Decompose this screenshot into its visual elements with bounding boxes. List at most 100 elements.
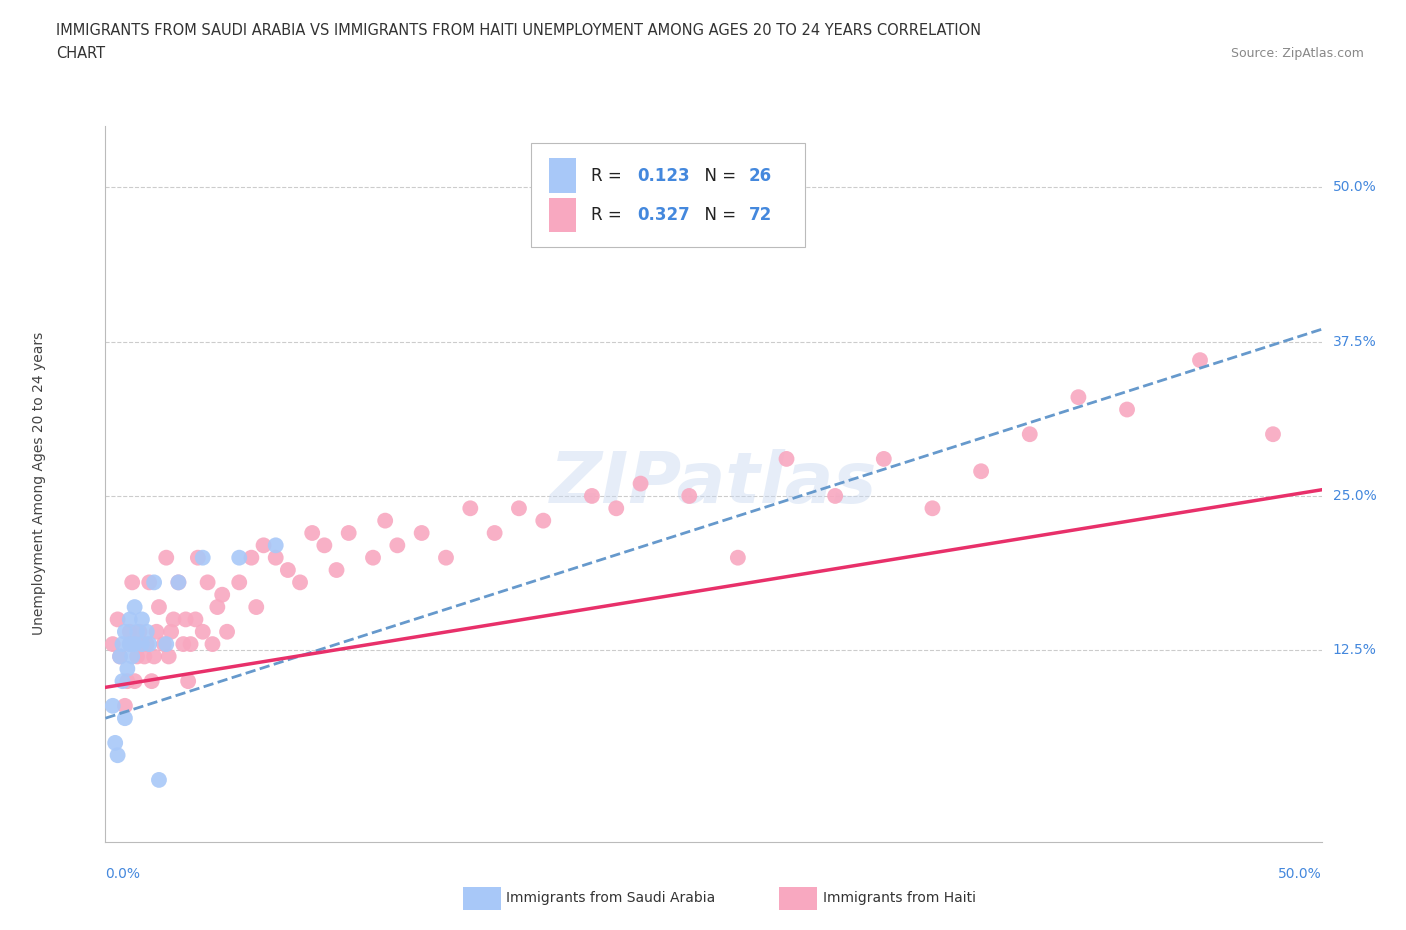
Point xyxy=(107,612,129,627)
Point xyxy=(1018,427,1040,442)
Point xyxy=(114,698,136,713)
Text: 72: 72 xyxy=(749,206,772,224)
Point xyxy=(678,488,700,503)
Point xyxy=(124,600,146,615)
Point xyxy=(117,661,139,676)
Text: 50.0%: 50.0% xyxy=(1333,180,1376,194)
Point xyxy=(484,525,506,540)
Text: 50.0%: 50.0% xyxy=(1278,867,1322,881)
Point xyxy=(121,649,143,664)
Point xyxy=(581,488,603,503)
Point xyxy=(228,575,250,590)
Point xyxy=(157,649,180,664)
Point xyxy=(434,551,457,565)
Text: R =: R = xyxy=(591,206,627,224)
Point xyxy=(131,612,153,627)
Text: N =: N = xyxy=(695,166,741,185)
Text: 0.123: 0.123 xyxy=(637,166,689,185)
Point xyxy=(108,649,131,664)
Point xyxy=(118,637,141,652)
Text: CHART: CHART xyxy=(56,46,105,61)
Point xyxy=(111,673,134,688)
Text: N =: N = xyxy=(695,206,741,224)
Point xyxy=(125,649,148,664)
Point xyxy=(148,600,170,615)
Point xyxy=(873,451,896,466)
Point xyxy=(131,637,153,652)
Point xyxy=(387,538,409,552)
Bar xyxy=(550,198,576,232)
Point xyxy=(138,575,160,590)
Point xyxy=(264,551,287,565)
Point xyxy=(605,501,627,516)
Point xyxy=(138,637,160,652)
Point xyxy=(824,488,846,503)
Point xyxy=(107,748,129,763)
Point xyxy=(135,637,157,652)
Point xyxy=(167,575,190,590)
Point xyxy=(277,563,299,578)
Text: IMMIGRANTS FROM SAUDI ARABIA VS IMMIGRANTS FROM HAITI UNEMPLOYMENT AMONG AGES 20: IMMIGRANTS FROM SAUDI ARABIA VS IMMIGRAN… xyxy=(56,23,981,38)
Point xyxy=(177,673,200,688)
Point xyxy=(211,587,233,602)
Point xyxy=(1067,390,1090,405)
Text: 26: 26 xyxy=(749,166,772,185)
Bar xyxy=(550,158,576,193)
Point xyxy=(131,637,153,652)
Point xyxy=(337,525,360,540)
Point xyxy=(121,575,143,590)
Point xyxy=(630,476,652,491)
Point xyxy=(264,538,287,552)
Point xyxy=(1116,402,1139,417)
Point xyxy=(727,551,749,565)
Text: 0.0%: 0.0% xyxy=(105,867,141,881)
Point xyxy=(111,637,134,652)
Point xyxy=(361,551,384,565)
Point xyxy=(160,624,183,639)
Point xyxy=(191,624,214,639)
Point xyxy=(325,563,347,578)
FancyBboxPatch shape xyxy=(531,143,804,247)
Text: ZIPatlas: ZIPatlas xyxy=(550,449,877,518)
Point xyxy=(153,637,176,652)
Point xyxy=(101,698,124,713)
Point xyxy=(114,711,136,725)
Point xyxy=(155,551,177,565)
Point xyxy=(531,513,554,528)
Point xyxy=(114,624,136,639)
Point xyxy=(252,538,274,552)
Point xyxy=(148,773,170,788)
Point xyxy=(207,600,229,615)
Point xyxy=(172,637,194,652)
Text: Immigrants from Saudi Arabia: Immigrants from Saudi Arabia xyxy=(506,891,716,906)
Point xyxy=(301,525,323,540)
Text: Immigrants from Haiti: Immigrants from Haiti xyxy=(823,891,976,906)
Point xyxy=(124,637,146,652)
Text: Source: ZipAtlas.com: Source: ZipAtlas.com xyxy=(1230,46,1364,60)
Point xyxy=(775,451,797,466)
Point xyxy=(143,575,166,590)
Text: 0.327: 0.327 xyxy=(637,206,690,224)
Point xyxy=(125,624,148,639)
Point xyxy=(921,501,943,516)
Point xyxy=(143,649,166,664)
Point xyxy=(197,575,219,590)
Point xyxy=(145,624,167,639)
Point xyxy=(155,637,177,652)
Point xyxy=(118,624,141,639)
Point xyxy=(174,612,197,627)
Point xyxy=(508,501,530,516)
Point xyxy=(187,551,209,565)
Point xyxy=(458,501,481,516)
Point xyxy=(118,637,141,652)
Point xyxy=(118,612,141,627)
Text: R =: R = xyxy=(591,166,627,185)
Point xyxy=(240,551,263,565)
Point xyxy=(104,736,127,751)
Text: Unemployment Among Ages 20 to 24 years: Unemployment Among Ages 20 to 24 years xyxy=(31,332,45,635)
Text: 12.5%: 12.5% xyxy=(1333,644,1376,658)
Point xyxy=(228,551,250,565)
Point xyxy=(134,649,156,664)
Point xyxy=(124,673,146,688)
Point xyxy=(314,538,336,552)
